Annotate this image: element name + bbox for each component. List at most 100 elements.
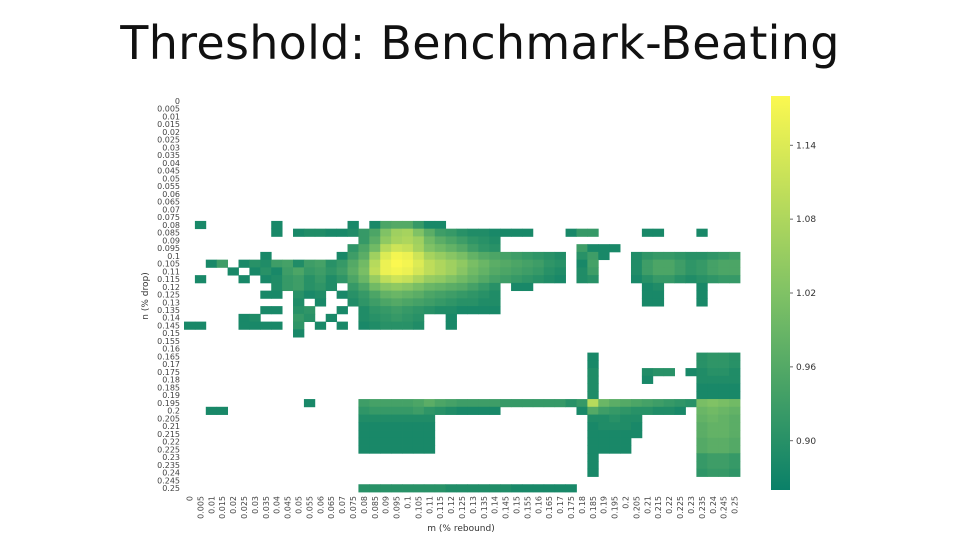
- heatmap-cell: [489, 251, 501, 261]
- heatmap-cell: [511, 484, 523, 493]
- x-axis-label: m (% rebound): [427, 524, 494, 534]
- heatmap-cell: [369, 228, 381, 237]
- heatmap-cell: [707, 437, 719, 446]
- y-tick-label: 0.015: [157, 120, 180, 129]
- heatmap-cell: [674, 406, 686, 415]
- heatmap-cell: [696, 391, 708, 400]
- heatmap-cell: [402, 484, 414, 493]
- heatmap-cell: [445, 244, 457, 253]
- heatmap-cell: [543, 275, 556, 284]
- heatmap-cell: [696, 298, 708, 307]
- heatmap-cell: [489, 290, 501, 299]
- heatmap-cell: [663, 368, 675, 377]
- heatmap-cell: [718, 251, 730, 261]
- heatmap-cell: [358, 313, 370, 323]
- heatmap-cell: [696, 399, 708, 408]
- heatmap-cell: [598, 430, 610, 439]
- x-tick-label: 0.205: [632, 496, 641, 519]
- heatmap-cell: [587, 360, 599, 369]
- heatmap-cell: [347, 275, 359, 284]
- y-tick-label: 0.25: [162, 484, 180, 493]
- heatmap-cell: [598, 244, 610, 253]
- y-tick-label: 0.19: [162, 391, 180, 400]
- heatmap-cell: [293, 306, 305, 315]
- heatmap-cell: [271, 275, 283, 284]
- x-tick-label: 0.05: [294, 496, 303, 514]
- heatmap-cell: [369, 220, 381, 230]
- heatmap-cell: [489, 275, 501, 284]
- heatmap-cell: [369, 313, 381, 323]
- heatmap-cell: [696, 422, 708, 431]
- heatmap-cell: [718, 399, 730, 408]
- heatmap-cell: [576, 399, 588, 408]
- x-tick-label: 0.005: [196, 496, 205, 519]
- heatmap-cell: [325, 267, 338, 276]
- heatmap-cell: [663, 275, 675, 284]
- heatmap-cell: [402, 259, 414, 268]
- heatmap-cell: [260, 306, 272, 315]
- heatmap-cell: [369, 414, 381, 423]
- heatmap-cell: [587, 406, 599, 415]
- heatmap-cell: [314, 259, 327, 268]
- colorbar-tick-label: 1.08: [796, 215, 816, 225]
- heatmap-cell: [336, 267, 348, 276]
- colorbar: [771, 96, 790, 490]
- heatmap-cell: [587, 267, 599, 276]
- heatmap-cell: [707, 375, 719, 384]
- heatmap-cell: [696, 251, 708, 261]
- heatmap-cell: [696, 267, 708, 276]
- heatmap-cell: [718, 406, 730, 415]
- heatmap-cell: [358, 321, 370, 330]
- x-tick-label: 0.025: [240, 496, 249, 519]
- x-tick-labels: 0 0.005 0.01 0.015 0.02 0.025 0.03 0.035 0.04 0.0…: [185, 496, 739, 519]
- heatmap-cell: [729, 430, 741, 439]
- y-tick-label: 0.135: [157, 306, 180, 315]
- heatmap-cell: [609, 422, 621, 431]
- heatmap-cell: [314, 228, 327, 237]
- heatmap-cell: [674, 399, 686, 408]
- heatmap-cell: [194, 321, 207, 330]
- heatmap-cell: [238, 259, 250, 268]
- heatmap-cell: [412, 484, 425, 493]
- x-tick-label: 0.235: [698, 496, 707, 519]
- heatmap-cell: [620, 422, 632, 431]
- heatmap-cell: [303, 313, 316, 323]
- heatmap-cell: [369, 306, 381, 315]
- heatmap-cell: [685, 275, 697, 284]
- heatmap-cell: [423, 275, 436, 284]
- heatmap-cells: [184, 220, 741, 493]
- heatmap-cell: [696, 360, 708, 369]
- y-tick-label: 0.045: [157, 167, 180, 176]
- heatmap-cell: [347, 298, 359, 307]
- heatmap-cell: [434, 406, 447, 415]
- heatmap-cell: [391, 313, 403, 323]
- heatmap-cell: [423, 484, 436, 493]
- y-tick-label: 0.12: [162, 283, 180, 292]
- heatmap-cell: [423, 251, 436, 261]
- y-tick-label: 0.09: [162, 236, 180, 245]
- y-tick-label: 0.2: [167, 407, 180, 416]
- heatmap-cell: [489, 267, 501, 276]
- heatmap-cell: [423, 422, 436, 431]
- heatmap-cell: [336, 306, 348, 315]
- heatmap-cell: [380, 430, 392, 439]
- heatmap-cell: [576, 275, 588, 284]
- heatmap-cell: [641, 399, 654, 408]
- heatmap-cell: [587, 383, 599, 392]
- heatmap-cell: [380, 290, 392, 299]
- x-tick-label: 0.02: [229, 496, 238, 514]
- heatmap-cell: [685, 368, 697, 377]
- y-tick-label: 0.145: [157, 321, 180, 330]
- heatmap-cell: [293, 321, 305, 330]
- heatmap-cell: [369, 251, 381, 261]
- heatmap-cell: [412, 406, 425, 415]
- heatmap-cell: [587, 375, 599, 384]
- heatmap-cell: [478, 290, 490, 299]
- heatmap-cell: [380, 399, 392, 408]
- y-tick-label: 0.055: [157, 182, 180, 191]
- heatmap-cell: [423, 244, 436, 253]
- heatmap-cell: [445, 321, 457, 330]
- heatmap-cell: [500, 267, 512, 276]
- heatmap-cell: [391, 275, 403, 284]
- y-tick-label: 0.185: [157, 383, 180, 392]
